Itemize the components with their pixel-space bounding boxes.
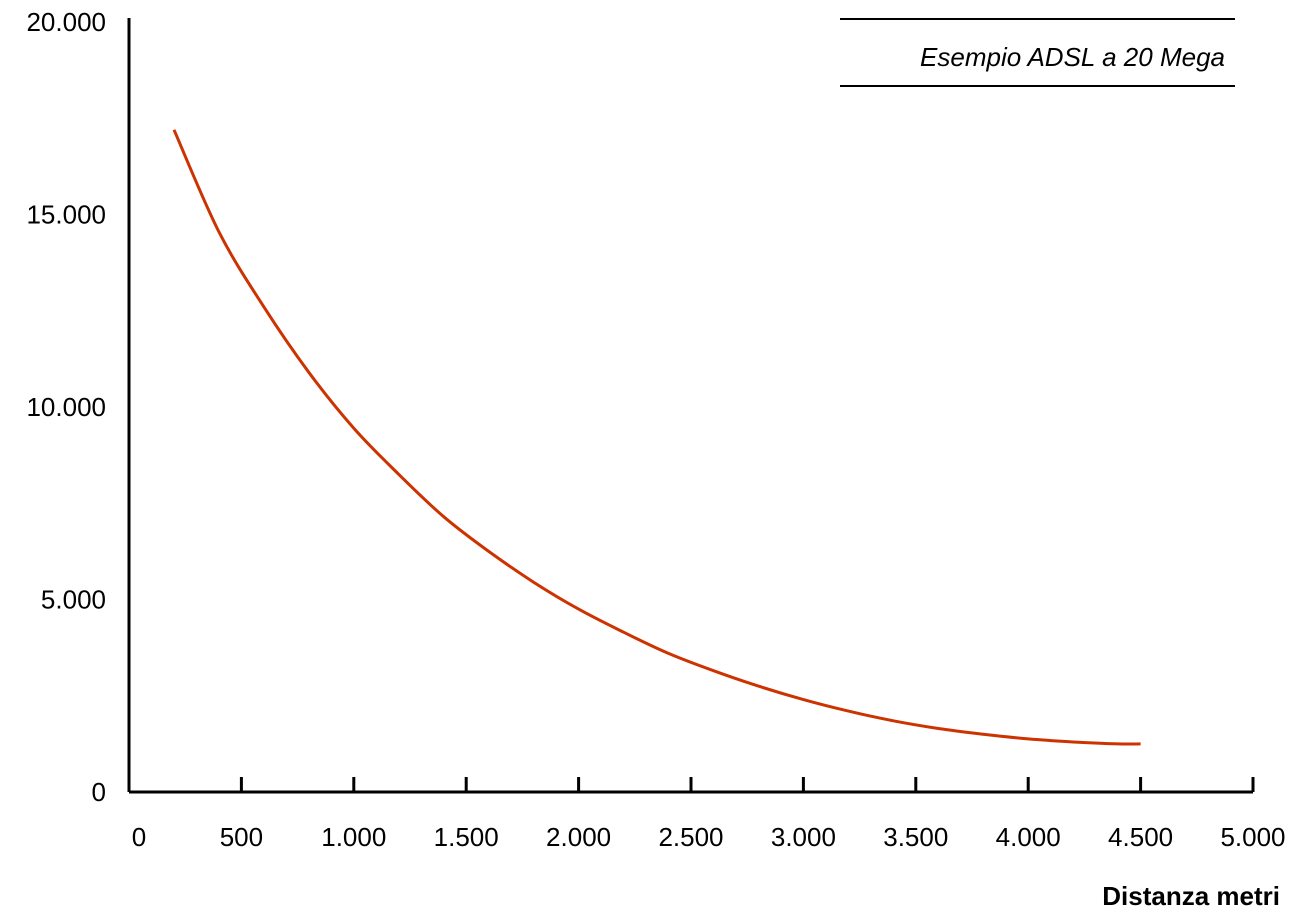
x-tick-label: 5.000	[1220, 822, 1285, 852]
x-tick-label: 3.000	[771, 822, 836, 852]
axes	[127, 18, 1253, 794]
y-tick-label: 5.000	[41, 585, 106, 615]
ticks	[129, 21, 1255, 793]
x-tick-label: 3.500	[883, 822, 948, 852]
x-tick-label: 1.000	[321, 822, 386, 852]
series	[172, 129, 1141, 746]
x-tick-label: 2.500	[658, 822, 723, 852]
x-tick-label: 500	[220, 822, 263, 852]
series-line-0	[172, 129, 1141, 746]
x-tick-label: 0	[132, 822, 146, 852]
x-tick-label: 4.500	[1108, 822, 1173, 852]
y-tick-label: 20.000	[26, 7, 106, 37]
legend-label: Esempio ADSL a 20 Mega	[920, 42, 1225, 72]
y-tick-label: 15.000	[26, 200, 106, 230]
y-tick-label: 10.000	[26, 392, 106, 422]
tick-labels: 0 500 1.000 1.500 2.000 2.500 3.000 3.500 4.000 4…	[26, 7, 1285, 852]
legend: Esempio ADSL a 20 Mega	[840, 18, 1235, 87]
x-tick-label: 4.000	[996, 822, 1061, 852]
y-tick-label: 0	[92, 777, 106, 807]
x-tick-label: 1.500	[434, 822, 499, 852]
x-axis-label: Distanza metri	[1102, 881, 1280, 911]
x-tick-label: 2.000	[546, 822, 611, 852]
